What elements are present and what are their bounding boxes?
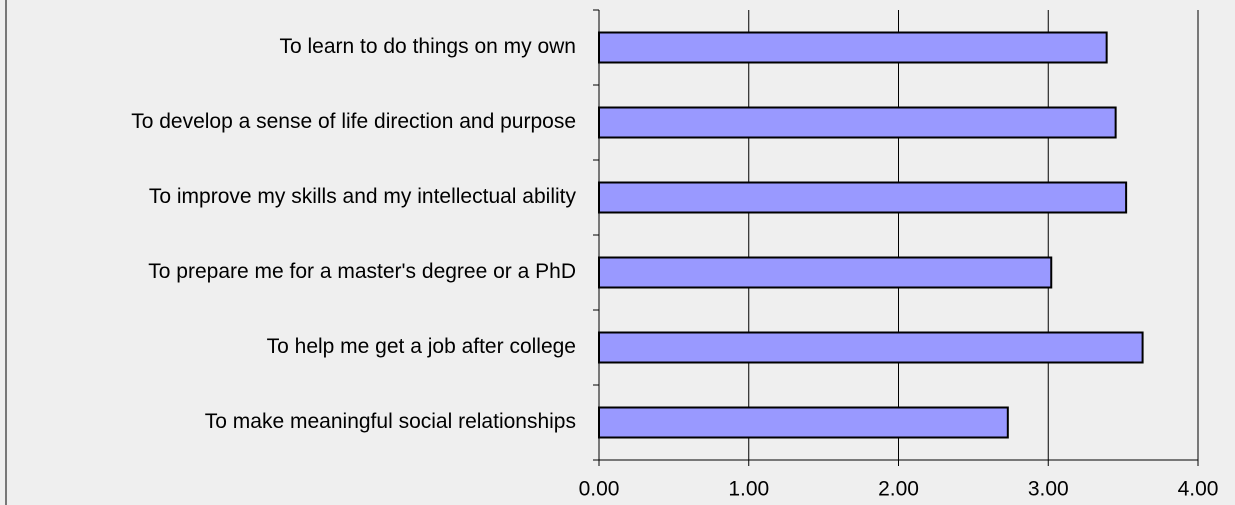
y-tick-label: To develop a sense of life direction and…	[131, 110, 576, 133]
bar	[598, 256, 1053, 289]
x-tick-label: 1.00	[728, 478, 769, 501]
bar	[598, 406, 1009, 439]
x-tick-label: 2.00	[878, 478, 919, 501]
y-tick-label: To help me get a job after college	[267, 335, 576, 358]
y-tick-label: To improve my skills and my intellectual…	[149, 185, 577, 208]
x-tick-label: 0.00	[579, 478, 620, 501]
bar	[598, 31, 1108, 64]
bar	[598, 331, 1144, 364]
y-tick-label: To prepare me for a master's degree or a…	[148, 260, 576, 283]
y-tick-label: To learn to do things on my own	[279, 35, 576, 58]
x-tick-label: 4.00	[1178, 478, 1219, 501]
y-tick-label: To make meaningful social relationships	[205, 410, 576, 433]
x-tick-label: 3.00	[1028, 478, 1069, 501]
bar	[598, 106, 1117, 139]
bar	[598, 181, 1128, 214]
